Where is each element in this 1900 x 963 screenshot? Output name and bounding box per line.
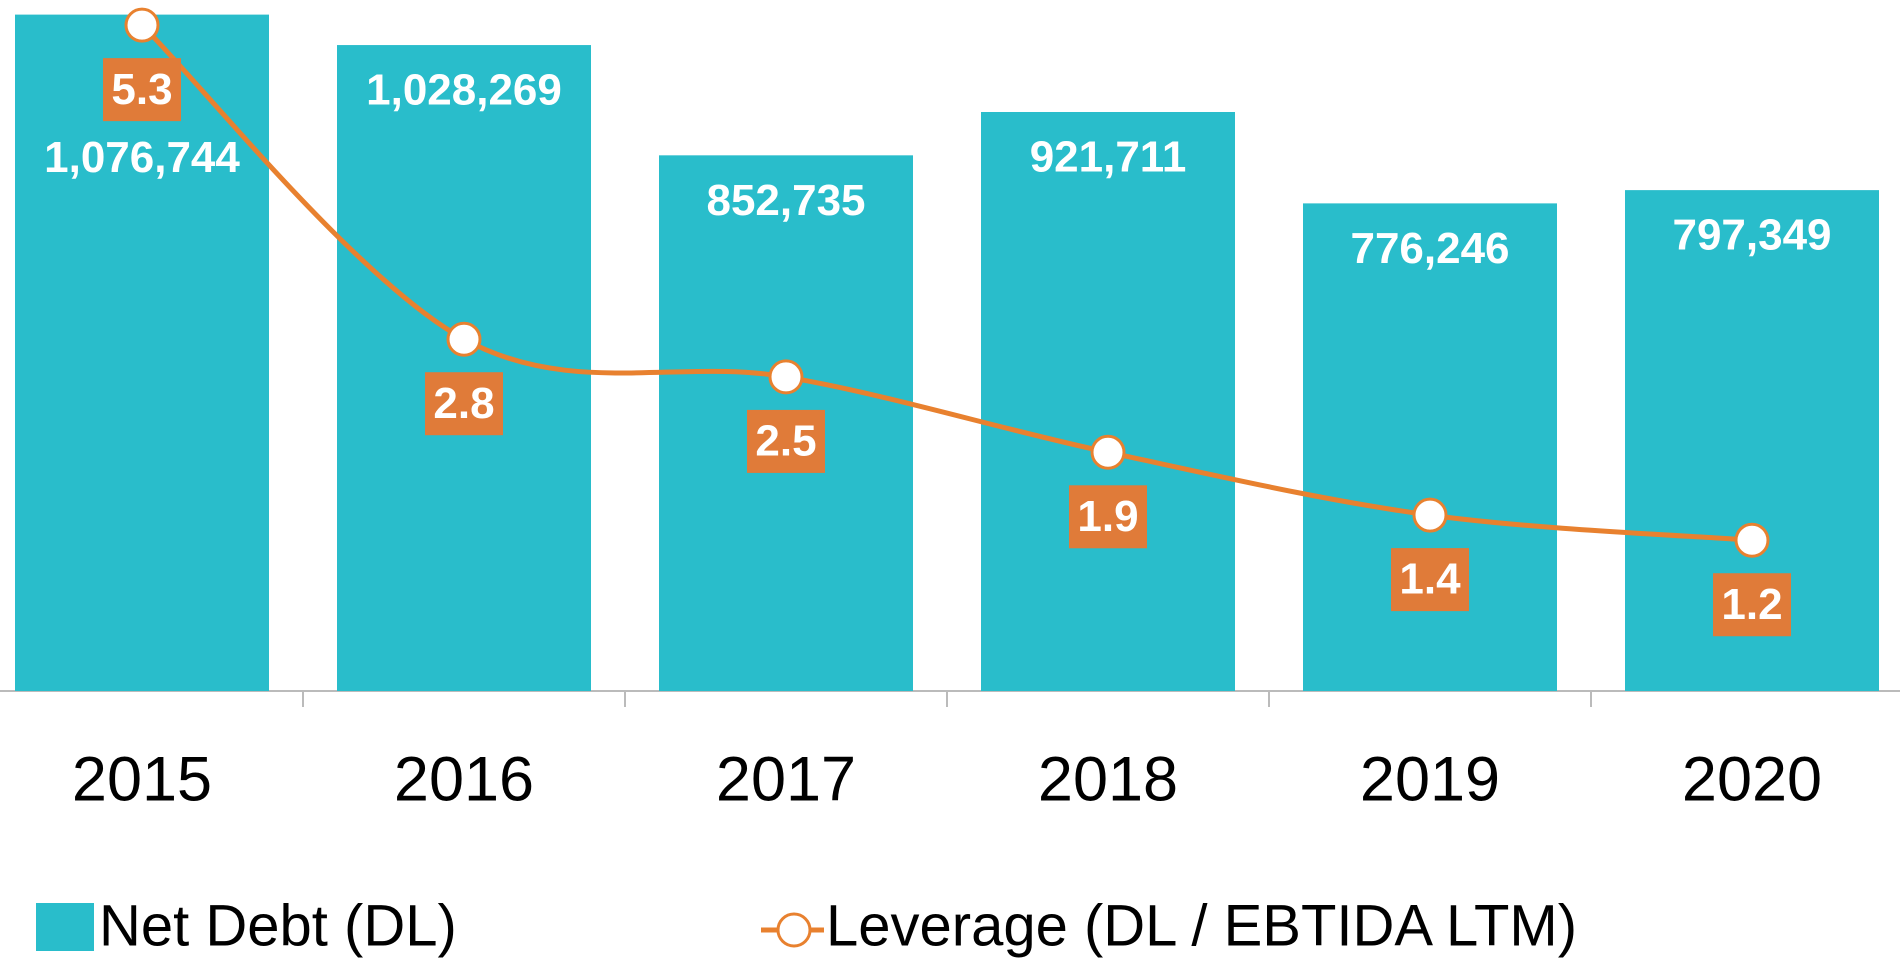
data-label: 852,735: [706, 176, 865, 225]
bar: [1303, 203, 1557, 691]
line-marker: [1090, 434, 1126, 470]
data-label: 921,711: [1030, 133, 1187, 182]
legend-label: Net Debt (DL): [99, 893, 457, 958]
data-label-box: [103, 58, 181, 122]
x-tick-label: 2020: [1682, 745, 1822, 815]
bar: [981, 111, 1235, 691]
x-tick-label: 2019: [1360, 745, 1500, 815]
line: [140, 23, 1753, 543]
x-axis-ticks: [302, 691, 1592, 707]
legend-swatch-bar: [36, 903, 94, 951]
bar: [15, 14, 269, 691]
data-label: 776,246: [1350, 224, 1509, 273]
data-label: 1.9: [1077, 492, 1138, 541]
line-marker: [1734, 522, 1770, 558]
data-label: 1.4: [1399, 555, 1461, 604]
data-label-box: [1391, 548, 1469, 612]
data-label: 5.3: [111, 65, 172, 114]
data-label: 2.8: [433, 379, 494, 428]
x-tick-label: 2017: [716, 745, 856, 815]
data-label-box: [747, 409, 825, 473]
data-label: 1,076,744: [44, 133, 240, 182]
line-marker: [124, 7, 160, 43]
data-label-box: [1713, 573, 1791, 637]
line-marker: [1412, 497, 1448, 533]
data-label: 2.5: [755, 417, 816, 466]
line-marker: [446, 321, 482, 357]
line-marker: [768, 359, 804, 395]
x-tick-label: 2015: [72, 745, 212, 815]
legend-swatch-marker: [776, 912, 812, 948]
x-tick-label: 2018: [1038, 745, 1178, 815]
legend-label: Leverage (DL / EBTIDA LTM): [826, 893, 1577, 958]
data-label: 797,349: [1672, 211, 1831, 260]
data-label-box: [425, 372, 503, 436]
data-label: 1,028,269: [366, 66, 562, 115]
data-label-box: [1069, 485, 1147, 549]
x-tick-label: 2016: [394, 745, 534, 815]
data-label: 1.2: [1721, 580, 1782, 629]
